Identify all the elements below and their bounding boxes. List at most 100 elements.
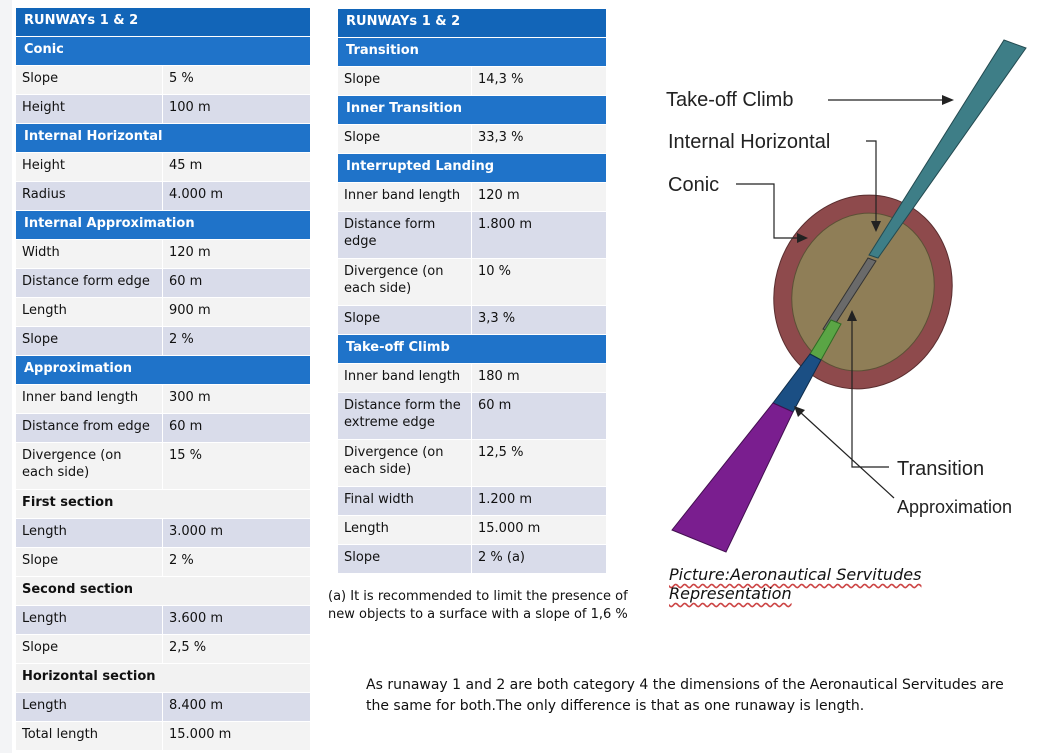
table-row: Distance form edge 60 m xyxy=(16,269,310,298)
table-row: Final width 1.200 m xyxy=(338,487,606,516)
conic-arrow-icon xyxy=(797,233,808,243)
table-row: Length 3.600 m xyxy=(16,606,310,635)
row-value: 14,3 % xyxy=(478,72,524,87)
subsection-second: Second section xyxy=(22,582,134,597)
table-row: Divergence (on each side) 15 % xyxy=(16,443,310,490)
runways-table-1: RUNWAYs 1 & 2 Conic Slope 5 % Height 100 m… xyxy=(16,8,310,751)
table-row: Length 8.400 m xyxy=(16,693,310,722)
row-value: 2 % xyxy=(169,332,194,347)
row-value: 100 m xyxy=(169,100,211,115)
row-value: 2,5 % xyxy=(169,640,207,655)
subsection-row: First section xyxy=(16,490,310,519)
body-paragraph: As runaway 1 and 2 are both category 4 t… xyxy=(366,677,1004,714)
row-value: 2 % xyxy=(169,553,194,568)
table-row: Length 900 m xyxy=(16,298,310,327)
table-row: Slope 2 % xyxy=(16,548,310,577)
table1-section-header: Approximation xyxy=(16,356,310,385)
table2-section-header: Take-off Climb xyxy=(338,335,606,364)
subsection-first: First section xyxy=(22,495,114,510)
row-value: 15.000 m xyxy=(478,521,541,536)
row-key: Height xyxy=(16,153,163,181)
row-value: 120 m xyxy=(478,188,520,203)
row-value: 180 m xyxy=(478,369,520,384)
approximation-second-section xyxy=(671,402,794,553)
row-value: 3,3 % xyxy=(478,311,516,326)
section-header-conic: Conic xyxy=(24,42,64,57)
table1-section-header: Conic xyxy=(16,37,310,66)
table-row: Inner band length 300 m xyxy=(16,385,310,414)
transition-leader-line xyxy=(851,318,889,468)
row-value: 4.000 m xyxy=(169,187,224,202)
label-takeoff-climb: Take-off Climb xyxy=(666,89,793,111)
table-row: Slope 2 % (a) xyxy=(338,545,606,574)
row-key: Distance form the extreme edge xyxy=(338,393,472,439)
section-header-takeoff-climb: Take-off Climb xyxy=(346,340,450,355)
takeoff-climb-surface xyxy=(868,39,1027,259)
table1-section-header: Internal Approximation xyxy=(16,211,310,240)
row-key: Divergence (on each side) xyxy=(338,259,472,305)
row-key: Slope xyxy=(338,306,472,334)
table-row: Radius 4.000 m xyxy=(16,182,310,211)
table-row: Slope 2,5 % xyxy=(16,635,310,664)
table-row: Slope 14,3 % xyxy=(338,67,606,96)
table-row: Height 100 m xyxy=(16,95,310,124)
conic-leader-line xyxy=(736,183,800,239)
table-row: Divergence (on each side) 12,5 % xyxy=(338,440,606,487)
row-value: 12,5 % xyxy=(478,445,524,460)
label-conic: Conic xyxy=(668,174,719,196)
row-key: Length xyxy=(16,606,163,634)
label-approximation: Approximation xyxy=(897,497,1012,517)
section-header-interrupted-landing: Interrupted Landing xyxy=(346,159,495,174)
table1-title: RUNWAYs 1 & 2 xyxy=(24,13,139,28)
table-row: Divergence (on each side) 10 % xyxy=(338,259,606,306)
row-value: 900 m xyxy=(169,303,211,318)
row-key: Slope xyxy=(16,66,163,94)
transition-arrow-icon xyxy=(847,310,857,321)
label-transition: Transition xyxy=(897,458,984,480)
row-key: Total length xyxy=(16,722,163,750)
row-value: 8.400 m xyxy=(169,698,224,713)
row-key: Height xyxy=(16,95,163,123)
table1-title-row: RUNWAYs 1 & 2 xyxy=(16,8,310,37)
left-edge-strip xyxy=(0,0,12,753)
row-key: Divergence (on each side) xyxy=(338,440,472,486)
label-internal-horizontal: Internal Horizontal xyxy=(668,131,830,153)
row-value: 33,3 % xyxy=(478,130,524,145)
row-key: Slope xyxy=(16,327,163,355)
row-key: Slope xyxy=(16,548,163,576)
row-value: 5 % xyxy=(169,71,194,86)
row-key: Inner band length xyxy=(338,364,472,392)
row-key: Distance form edge xyxy=(338,212,472,258)
row-key: Final width xyxy=(338,487,472,515)
row-value: 3.600 m xyxy=(169,611,224,626)
row-key: Radius xyxy=(16,182,163,210)
row-key: Inner band length xyxy=(338,183,472,211)
section-header-internal-horizontal: Internal Horizontal xyxy=(24,129,163,144)
row-value: 2 % (a) xyxy=(478,550,525,565)
row-key: Slope xyxy=(338,125,472,153)
row-key: Distance form edge xyxy=(16,269,163,297)
row-value: 300 m xyxy=(169,390,211,405)
row-value: 60 m xyxy=(478,398,512,413)
table-row: Slope 2 % xyxy=(16,327,310,356)
row-value: 120 m xyxy=(169,245,211,260)
aeronautical-servitudes-diagram: Take-off Climb Internal Horizontal Conic… xyxy=(648,20,1040,562)
footnote: (a) It is recommended to limit the prese… xyxy=(328,589,628,622)
picture-caption: Picture:Aeronautical Servitudes Represen… xyxy=(669,565,922,603)
row-value: 1.800 m xyxy=(478,217,533,232)
table-row: Length 15.000 m xyxy=(338,516,606,545)
subsection-row: Horizontal section xyxy=(16,664,310,693)
row-value: 60 m xyxy=(169,274,203,289)
row-key: Length xyxy=(16,298,163,326)
row-key: Divergence (on each side) xyxy=(16,443,163,489)
table-row: Width 120 m xyxy=(16,240,310,269)
table1-section-header: Internal Horizontal xyxy=(16,124,310,153)
row-value: 3.000 m xyxy=(169,524,224,539)
approximation-arrow-icon xyxy=(794,406,805,417)
row-value: 15.000 m xyxy=(169,727,232,742)
row-value: 45 m xyxy=(169,158,203,173)
table2-section-header: Inner Transition xyxy=(338,96,606,125)
row-key: Slope xyxy=(16,635,163,663)
internal-horizontal-arrow-icon xyxy=(871,221,881,232)
table-row: Inner band length 120 m xyxy=(338,183,606,212)
